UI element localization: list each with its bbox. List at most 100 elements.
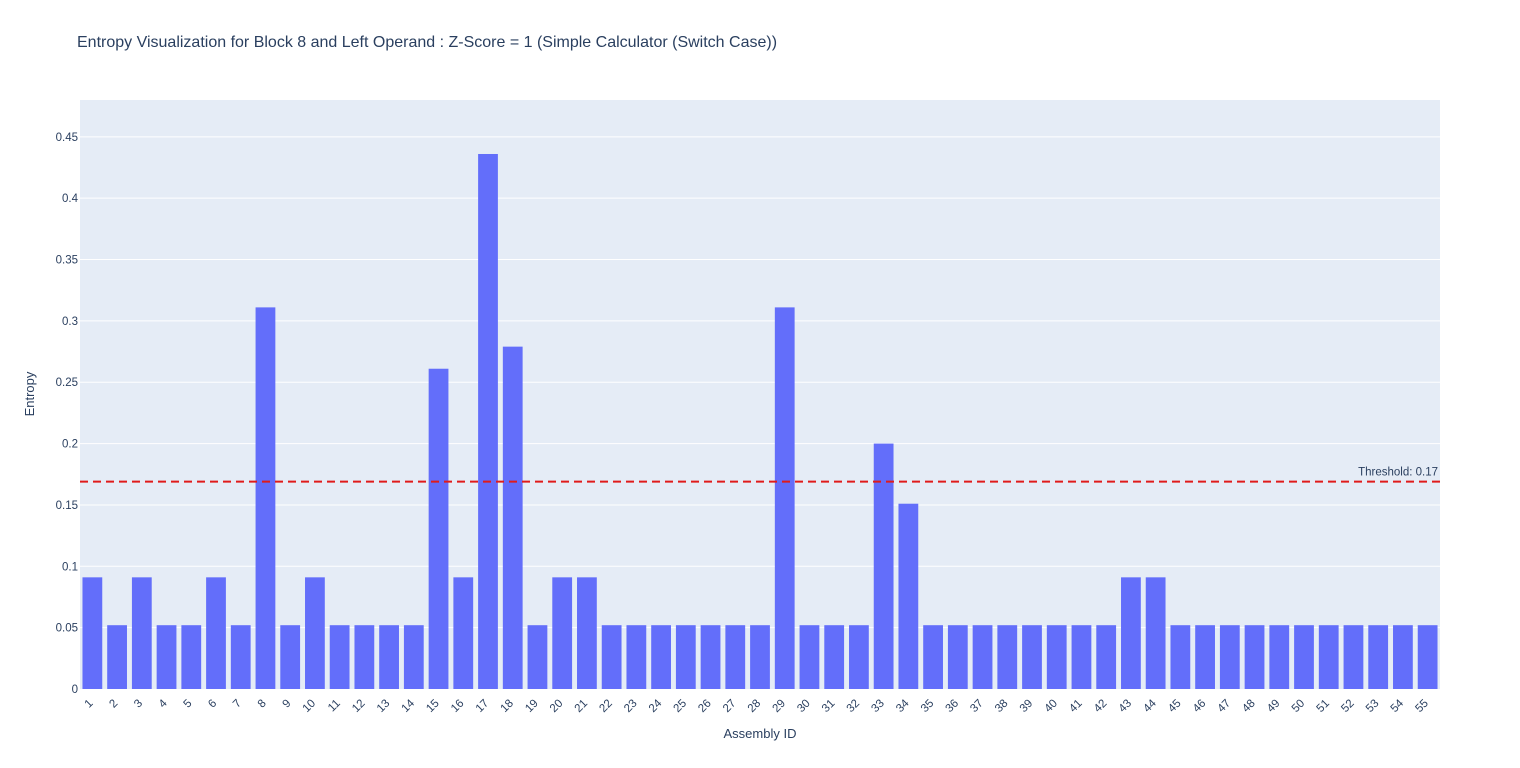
bar-8[interactable] <box>255 307 276 689</box>
bar-15[interactable] <box>428 368 449 689</box>
x-tick-label: 37 <box>968 697 986 715</box>
bar-55[interactable] <box>1417 625 1438 689</box>
bar-10[interactable] <box>305 577 325 689</box>
bar-44[interactable] <box>1145 577 1166 689</box>
x-tick-label: 49 <box>1265 697 1283 715</box>
bar-42[interactable] <box>1096 625 1117 689</box>
bar-5[interactable] <box>181 625 202 689</box>
bar-7[interactable] <box>230 625 251 689</box>
y-tick-label: 0.45 <box>56 132 78 144</box>
x-tick-label: 12 <box>350 697 368 715</box>
x-tick-label: 47 <box>1216 697 1234 715</box>
bar-33[interactable] <box>873 443 894 689</box>
x-tick-label: 14 <box>400 697 418 715</box>
bar-25[interactable] <box>675 625 696 689</box>
x-tick-label: 3 <box>132 697 145 710</box>
bar-1[interactable] <box>82 577 103 689</box>
bar-22[interactable] <box>601 625 622 689</box>
x-tick-label: 16 <box>449 697 467 715</box>
x-tick-label: 22 <box>597 697 615 715</box>
y-tick-label: 0.35 <box>56 255 78 267</box>
bar-4[interactable] <box>156 625 177 689</box>
bar-43[interactable] <box>1121 577 1141 689</box>
bar-24[interactable] <box>651 625 671 689</box>
bar-51[interactable] <box>1318 625 1339 689</box>
x-tick-label: 39 <box>1018 697 1036 715</box>
bar-36[interactable] <box>947 625 968 689</box>
x-tick-label: 53 <box>1364 697 1382 715</box>
y-tick-label: 0 <box>72 684 78 696</box>
y-tick-label: 0.15 <box>56 500 78 512</box>
bar-17[interactable] <box>478 153 498 689</box>
x-tick-label: 40 <box>1042 697 1060 715</box>
x-axis-title: Assembly ID <box>724 726 797 741</box>
y-tick-label: 0.2 <box>62 439 78 451</box>
x-tick-label: 8 <box>256 697 269 710</box>
bar-28[interactable] <box>750 625 770 689</box>
x-tick-label: 48 <box>1240 697 1258 715</box>
bar-20[interactable] <box>552 577 573 689</box>
x-tick-label: 15 <box>424 697 442 715</box>
bar-47[interactable] <box>1219 625 1240 689</box>
x-tick-label: 42 <box>1092 697 1110 715</box>
bar-21[interactable] <box>577 577 597 689</box>
bar-37[interactable] <box>972 625 993 689</box>
bar-40[interactable] <box>1046 625 1067 689</box>
x-tick-label: 18 <box>498 697 516 715</box>
x-tick-label: 7 <box>231 697 244 710</box>
bar-54[interactable] <box>1393 625 1413 689</box>
x-tick-label: 11 <box>326 697 343 714</box>
bar-27[interactable] <box>725 625 746 689</box>
bar-35[interactable] <box>923 625 943 689</box>
bar-53[interactable] <box>1368 625 1389 689</box>
x-tick-label: 34 <box>894 697 912 715</box>
bar-39[interactable] <box>1022 625 1042 689</box>
x-tick-label: 10 <box>301 697 319 715</box>
bar-29[interactable] <box>774 307 795 689</box>
x-tick-label: 33 <box>869 697 887 715</box>
bar-12[interactable] <box>354 625 375 689</box>
bar-9[interactable] <box>280 625 301 689</box>
bar-6[interactable] <box>206 577 226 689</box>
x-tick-label: 19 <box>523 697 541 715</box>
bar-38[interactable] <box>997 625 1018 689</box>
x-tick-label: 38 <box>993 697 1011 715</box>
bar-31[interactable] <box>824 625 845 689</box>
x-tick-label: 41 <box>1067 697 1085 715</box>
bar-16[interactable] <box>453 577 474 689</box>
x-tick-label: 1 <box>83 697 96 710</box>
x-tick-label: 25 <box>672 697 690 715</box>
x-tick-label: 26 <box>696 697 714 715</box>
bar-50[interactable] <box>1294 625 1314 689</box>
bar-41[interactable] <box>1071 625 1092 689</box>
bar-46[interactable] <box>1195 625 1215 689</box>
bar-26[interactable] <box>700 625 721 689</box>
bar-18[interactable] <box>502 346 523 689</box>
bar-3[interactable] <box>131 577 152 689</box>
bar-14[interactable] <box>403 625 424 689</box>
bar-45[interactable] <box>1170 625 1191 689</box>
x-tick-label: 24 <box>647 697 665 715</box>
x-tick-label: 17 <box>474 697 492 715</box>
bar-2[interactable] <box>107 625 127 689</box>
bar-34[interactable] <box>898 503 919 689</box>
bar-23[interactable] <box>626 625 647 689</box>
x-tick-label: 5 <box>182 697 195 710</box>
x-tick-label: 45 <box>1166 697 1184 715</box>
bar-13[interactable] <box>379 625 399 689</box>
x-tick-label: 21 <box>573 697 591 715</box>
bar-32[interactable] <box>849 625 869 689</box>
bar-19[interactable] <box>527 625 548 689</box>
y-tick-labels: 0 0.05 0.1 0.15 0.2 0.25 0.3 0.35 0.4 0.45 <box>56 132 79 696</box>
bars <box>82 153 1438 689</box>
bar-11[interactable] <box>329 625 350 689</box>
bar-30[interactable] <box>799 625 820 689</box>
x-tick-label: 46 <box>1191 697 1209 715</box>
bar-48[interactable] <box>1244 625 1265 689</box>
x-tick-label: 28 <box>746 697 764 715</box>
x-tick-label: 44 <box>1141 697 1159 715</box>
bar-52[interactable] <box>1343 625 1364 689</box>
y-tick-label: 0.1 <box>62 561 78 573</box>
bar-49[interactable] <box>1269 625 1290 689</box>
